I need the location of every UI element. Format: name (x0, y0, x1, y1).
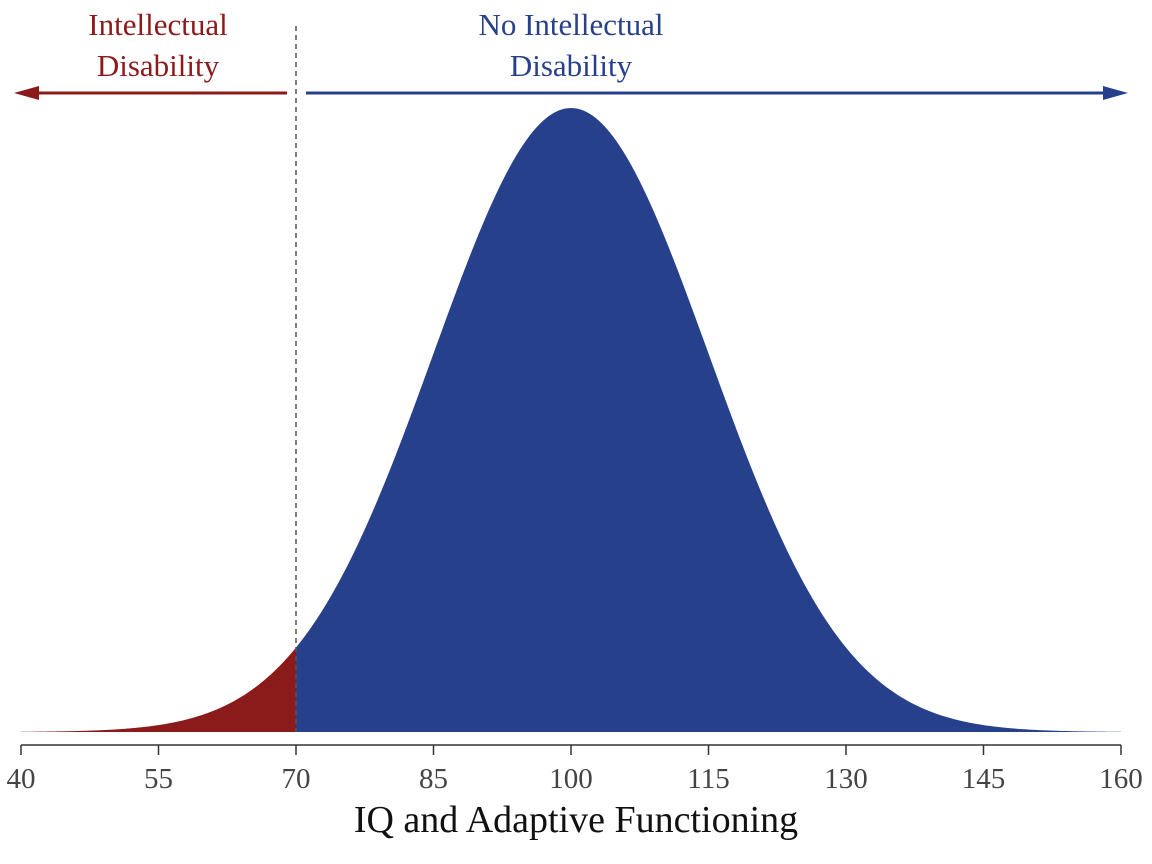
region-label-no-intellectual-disability: No Intellectual Disability (478, 4, 663, 86)
x-tick-label: 100 (549, 763, 593, 795)
x-tick-label: 55 (144, 763, 173, 795)
x-axis-title: IQ and Adaptive Functioning (353, 799, 799, 841)
region-label-line: Disability (509, 48, 633, 83)
region-label-line: Intellectual (88, 7, 228, 42)
x-axis: 40 55 70 85 100 115 130 145 160 (7, 744, 1143, 795)
region-arrows (14, 86, 1128, 100)
x-tick-label: 85 (419, 763, 448, 795)
x-tick-label: 145 (962, 763, 1006, 795)
region-label-line: Disability (96, 48, 220, 83)
x-tick-label: 40 (7, 763, 36, 795)
x-tick-label: 160 (1099, 763, 1143, 795)
x-tick-label: 130 (824, 763, 868, 795)
arrow-right-head (1103, 86, 1128, 100)
region-area-0 (21, 647, 296, 732)
distribution-curve (21, 108, 1121, 732)
region-label-intellectual-disability: Intellectual Disability (88, 4, 227, 86)
x-tick-label: 115 (687, 763, 729, 795)
region-area-1 (296, 108, 1121, 732)
region-label-line: No Intellectual (478, 7, 664, 42)
arrow-left-head (14, 86, 39, 100)
x-tick-label: 70 (282, 763, 311, 795)
